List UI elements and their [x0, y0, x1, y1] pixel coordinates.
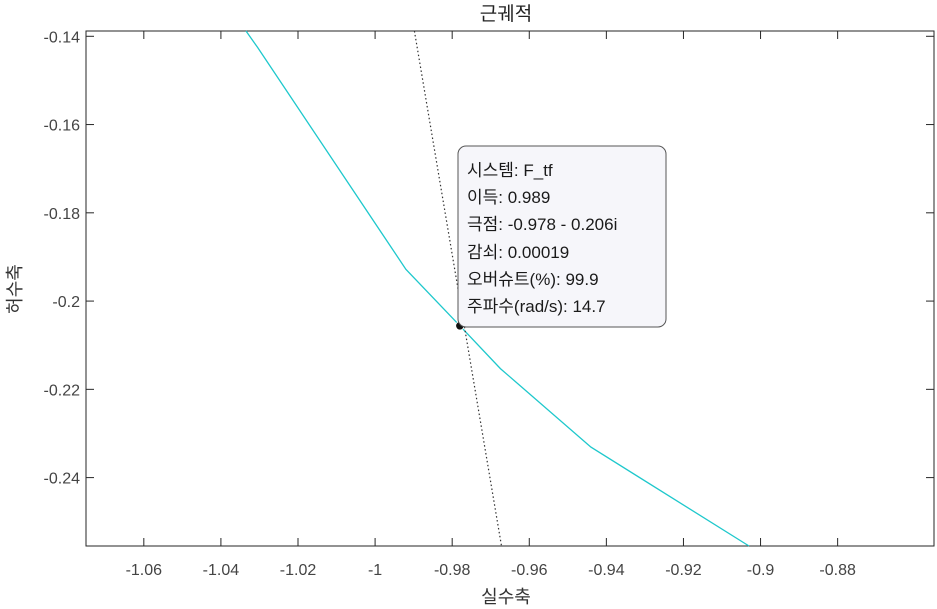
x-tick-label: -1.02: [280, 562, 317, 579]
plot-area[interactable]: -1.06 -1.04 -1.02 -1 -0.98 -0.96 -0.94 -0.92 -0.…: [44, 29, 935, 579]
data-tip-overshoot: 오버슈트(%): 99.9: [467, 270, 599, 289]
x-ticks: -1.06 -1.04 -1.02 -1 -0.98 -0.96 -0.94 -0.92 -0.…: [126, 31, 856, 579]
x-tick-label: -1.06: [126, 562, 163, 579]
x-tick-label: -1: [368, 562, 382, 579]
x-tick-label: -1.04: [203, 562, 240, 579]
y-tick-label: -0.24: [44, 471, 81, 488]
x-tick-label: -0.92: [665, 562, 702, 579]
data-tip-box: [457, 145, 667, 328]
data-tip[interactable]: 시스템: F_tf 이득: 0.989 극점: -0.978 - 0.206i …: [457, 145, 667, 328]
data-tip-frequency: 주파수(rad/s): 14.7: [467, 297, 606, 316]
y-axis-label: 허수축: [5, 264, 25, 314]
y-tick-label: -0.18: [44, 206, 81, 223]
y-tick-label: -0.2: [52, 294, 80, 311]
y-ticks: -0.24 -0.22 -0.2 -0.18 -0.16 -0.14: [44, 29, 934, 488]
data-tip-system: 시스템: F_tf: [467, 161, 553, 180]
x-axis-label: 실수축: [481, 587, 531, 607]
x-tick-label: -0.98: [434, 562, 471, 579]
data-tip-gain: 이득: 0.989: [467, 188, 550, 207]
x-tick-label: -0.88: [819, 562, 856, 579]
x-tick-label: -0.9: [747, 562, 775, 579]
y-tick-label: -0.16: [44, 118, 81, 135]
chart-title: 근궤적: [480, 3, 532, 25]
y-tick-label: -0.22: [44, 382, 81, 399]
data-tip-pole: 극점: -0.978 - 0.206i: [467, 215, 617, 234]
x-tick-label: -0.96: [511, 562, 548, 579]
y-tick-label: -0.14: [44, 29, 81, 46]
data-tip-damping: 감쇠: 0.00019: [467, 243, 569, 262]
x-tick-label: -0.94: [588, 562, 625, 579]
